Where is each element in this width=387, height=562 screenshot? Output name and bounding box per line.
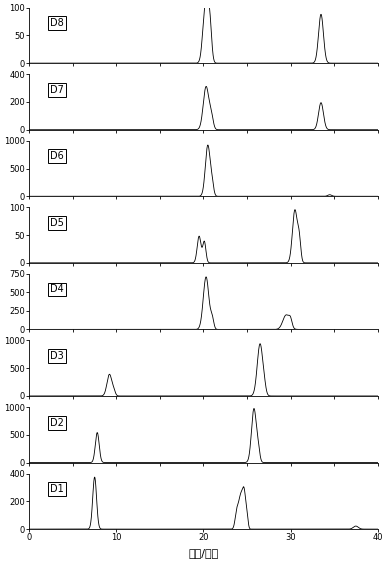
Text: D2: D2 xyxy=(50,418,64,428)
X-axis label: 时间/分钟: 时间/分钟 xyxy=(188,548,219,558)
Text: D6: D6 xyxy=(50,151,64,161)
Text: D3: D3 xyxy=(50,351,64,361)
Text: D8: D8 xyxy=(50,18,64,28)
Text: D4: D4 xyxy=(50,284,64,294)
Text: D5: D5 xyxy=(50,218,64,228)
Text: D1: D1 xyxy=(50,484,64,494)
Text: D7: D7 xyxy=(50,85,64,95)
